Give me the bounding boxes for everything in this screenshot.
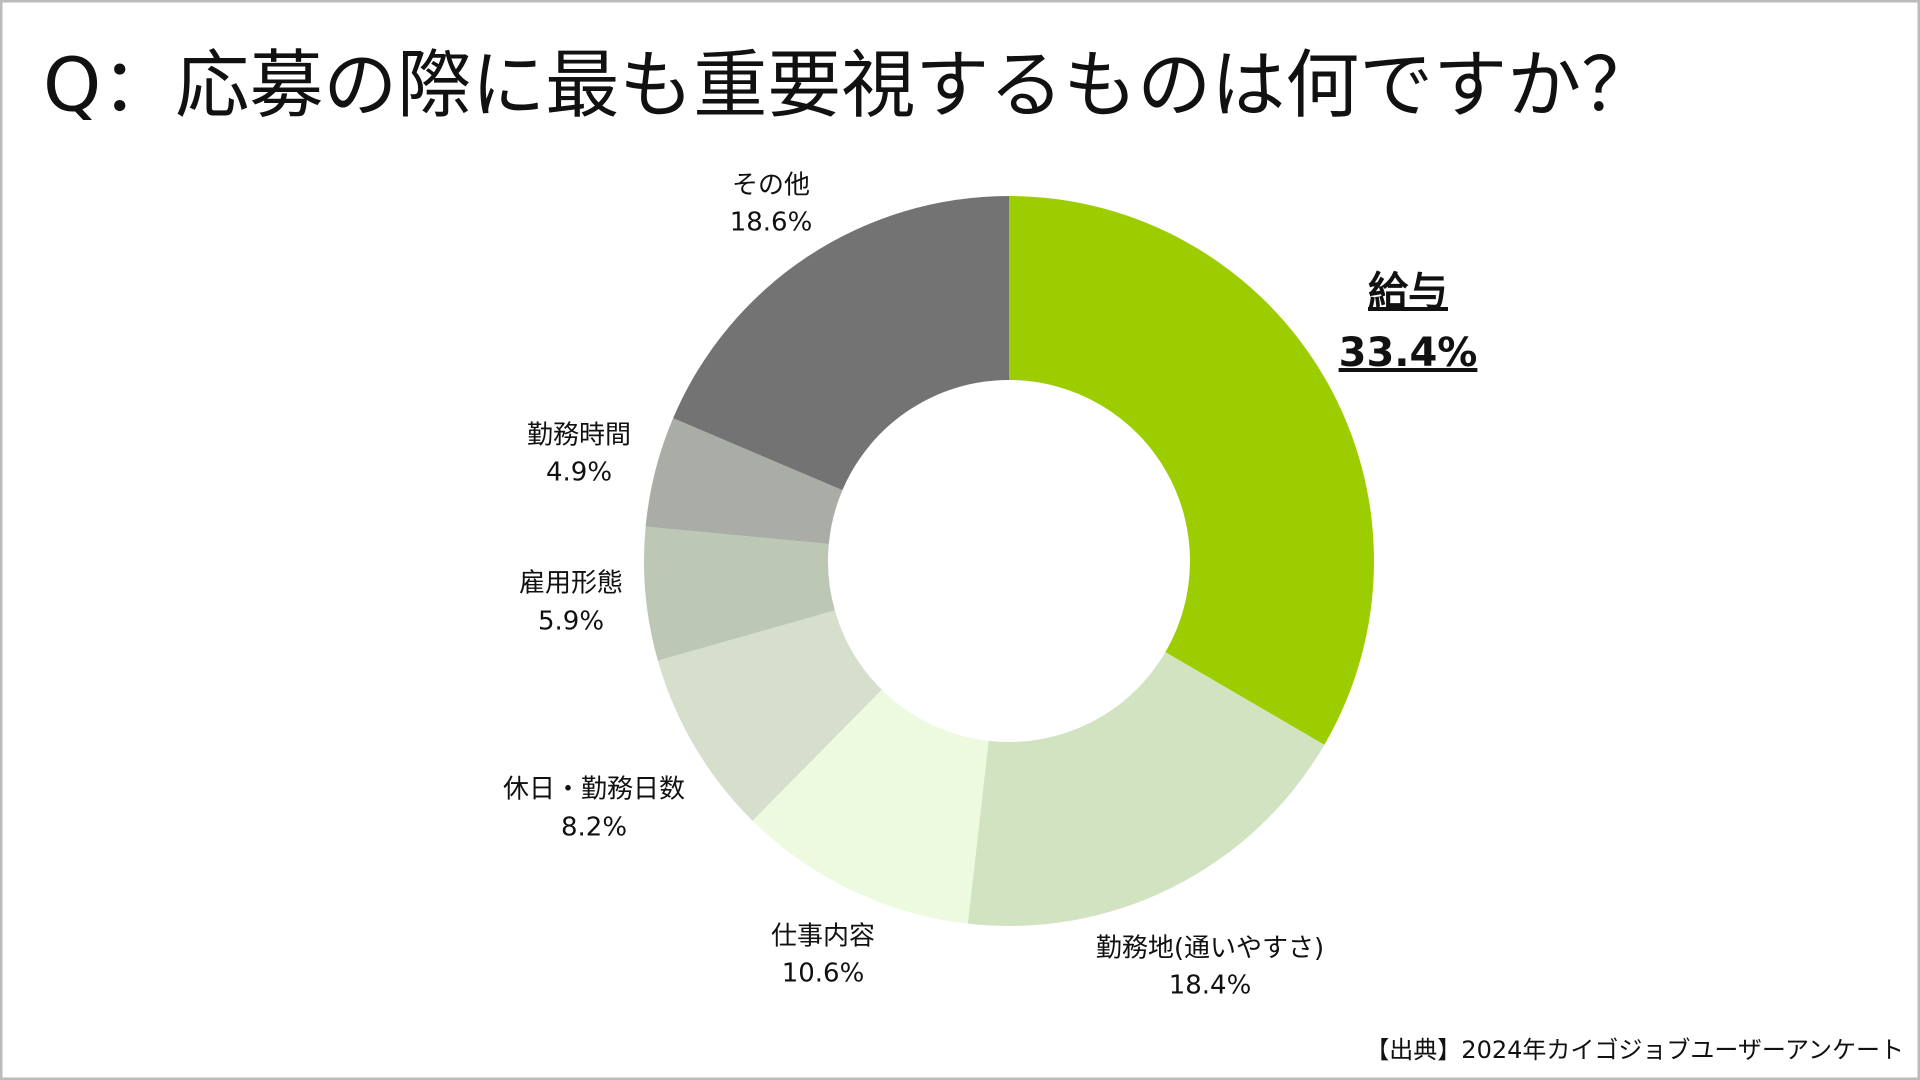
slice bbox=[1009, 196, 1374, 745]
slice bbox=[645, 418, 843, 544]
slice bbox=[752, 689, 989, 924]
value-label: 5.9% bbox=[538, 607, 604, 637]
value-label: 4.9% bbox=[546, 458, 612, 488]
value-label: 10.6% bbox=[782, 959, 865, 989]
source: 【出典】2024年カイゴジョブユーザーアンケート bbox=[1365, 1036, 1904, 1064]
value-label: 18.6% bbox=[730, 208, 813, 238]
slice-label: 仕事内容 bbox=[771, 922, 875, 952]
value-label: 33.4% bbox=[1339, 330, 1478, 376]
chart-title: Q：応募の際に最も重要視するものは何ですか？ bbox=[43, 43, 1655, 129]
slice-label: その他 bbox=[732, 171, 810, 201]
slice bbox=[673, 196, 1009, 491]
slice-label: 給与 bbox=[1368, 269, 1448, 315]
slice-label: 雇用形態 bbox=[519, 569, 623, 599]
slice-label: 勤務地(通いやすさ) bbox=[1096, 934, 1324, 964]
slice bbox=[967, 652, 1325, 926]
slice-label: 勤務時間 bbox=[527, 421, 631, 451]
slice bbox=[644, 526, 835, 661]
slice bbox=[657, 610, 882, 821]
value-label: 8.2% bbox=[561, 813, 627, 843]
slice-label: 休日・勤務日数 bbox=[503, 775, 685, 805]
value-label: 18.4% bbox=[1169, 971, 1252, 1001]
